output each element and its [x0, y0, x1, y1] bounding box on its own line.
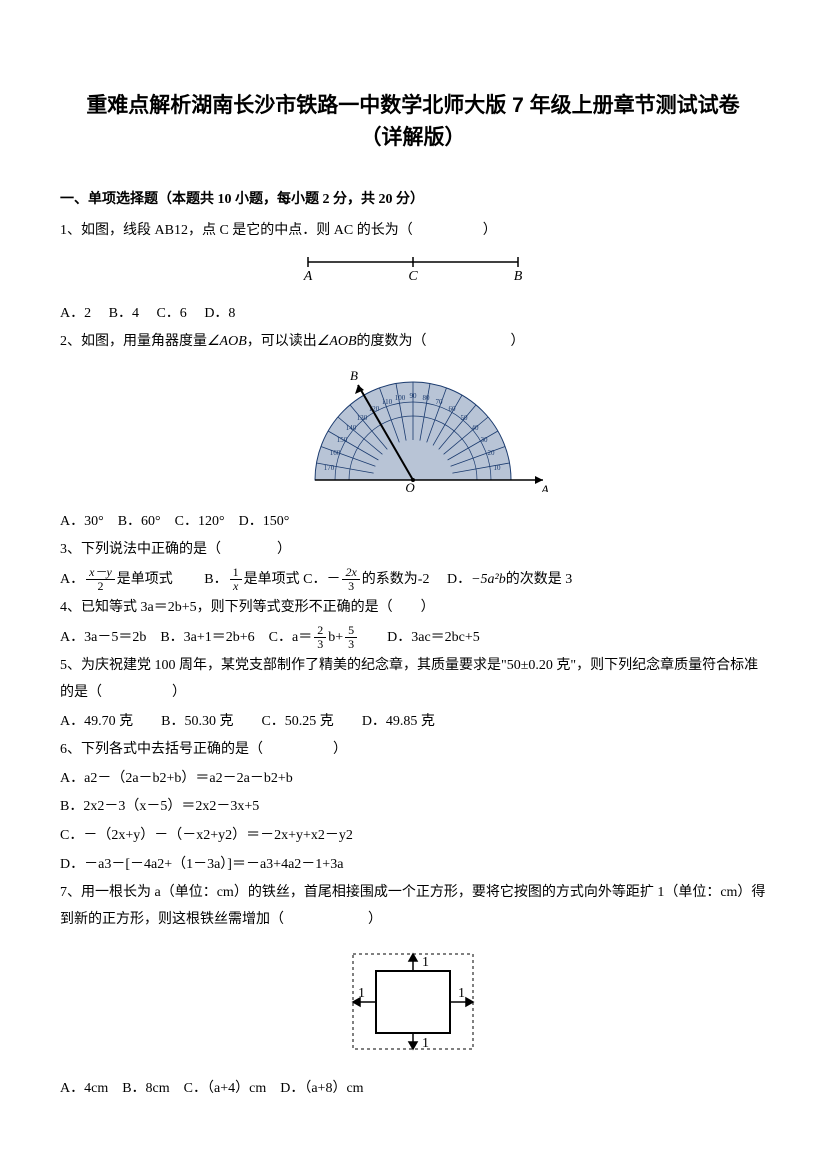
q7-figure: 1 1 1 1 [60, 939, 766, 1070]
q3-opt-d: D．−5a²b的次数是 3 [447, 572, 572, 587]
q6-opt-a: A．a2－（2a－b2+b）＝a2－2a－b2+b [60, 766, 766, 793]
svg-text:10: 10 [494, 464, 502, 472]
question-4: 4、已知等式 3a＝2b+5，则下列等式变形不正确的是（ ） A．3a－5＝2b… [60, 595, 766, 651]
svg-text:1: 1 [358, 986, 365, 1001]
q1-options: A．2 B．4 C．6 D．8 [60, 301, 766, 328]
svg-text:1: 1 [458, 986, 465, 1001]
q1-figure: A C B [60, 250, 766, 295]
q2-opt-d: D．150° [239, 514, 290, 529]
svg-text:110: 110 [382, 398, 393, 406]
svg-text:100: 100 [395, 394, 406, 402]
q4-text: 4、已知等式 3a＝2b+5，则下列等式变形不正确的是（ ） [60, 595, 766, 622]
q5-opt-a: A．49.70 克 [60, 714, 133, 729]
q1-label-b: B [514, 269, 523, 284]
q1-opt-c: C．6 [156, 306, 186, 321]
q3-opt-a: A．x－y2是单项式 [60, 572, 173, 587]
svg-text:140: 140 [346, 424, 357, 432]
svg-text:160: 160 [330, 449, 341, 457]
q1-text: 1、如图，线段 AB12，点 C 是它的中点．则 AC 的长为（ ） [60, 218, 766, 245]
q1-opt-b: B．4 [109, 306, 139, 321]
title-line2: （详解版） [361, 126, 466, 149]
question-3: 3、下列说法中正确的是（ ） A．x－y2是单项式 B．1x是单项式 C．－2x… [60, 537, 766, 593]
svg-text:70: 70 [436, 398, 444, 406]
q6-opt-d: D．－a3－[－4a2+（1－3a）]＝－a3+4a2－1+3a [60, 852, 766, 879]
q4-options: A．3a－5＝2b B．3a+1＝2b+6 C．a＝23b+53 D．3ac＝2… [60, 624, 766, 652]
svg-text:1: 1 [422, 955, 429, 970]
question-6: 6、下列各式中去括号正确的是（ ） A．a2－（2a－b2+b）＝a2－2a－b… [60, 737, 766, 878]
q1-opt-d: D．8 [204, 306, 235, 321]
q5-opt-b: B．50.30 克 [161, 714, 233, 729]
q4-opt-d: D．3ac＝2bc+5 [387, 630, 480, 645]
svg-text:40: 40 [472, 424, 480, 432]
q6-text: 6、下列各式中去括号正确的是（ ） [60, 737, 766, 764]
q1-label-a: A [303, 269, 313, 284]
question-7: 7、用一根长为 a（单位：cm）的铁丝，首尾相接围成一个正方形，要将它按图的方式… [60, 880, 766, 1102]
question-1: 1、如图，线段 AB12，点 C 是它的中点．则 AC 的长为（ ） A C B… [60, 218, 766, 328]
svg-text:1: 1 [422, 1036, 429, 1051]
svg-text:130: 130 [357, 414, 368, 422]
title-line1: 重难点解析湖南长沙市铁路一中数学北师大版 7 年级上册章节测试试卷 [86, 94, 739, 117]
q6-opt-c: C．－（2x+y）－（－x2+y2）＝－2x+y+x2－y2 [60, 823, 766, 850]
exam-title: 重难点解析湖南长沙市铁路一中数学北师大版 7 年级上册章节测试试卷 （详解版） [60, 90, 766, 153]
q4-opt-c: C．a＝23b+53 [269, 630, 359, 645]
q2-text: 2、如图，用量角器度量∠AOB，可以读出∠AOB的度数为（ ） [60, 329, 766, 356]
q2-label-b: B [350, 368, 358, 383]
q2-opt-b: B．60° [118, 514, 161, 529]
q6-opt-b: B．2x2－3（x－5）＝2x2－3x+5 [60, 794, 766, 821]
question-5: 5、为庆祝建党 100 周年，某党支部制作了精美的纪念章，其质量要求是"50±0… [60, 653, 766, 735]
svg-text:50: 50 [461, 414, 469, 422]
q7-opt-d: D．（a+8）cm [280, 1081, 363, 1096]
svg-text:80: 80 [423, 394, 431, 402]
q2-label-o: O [405, 480, 415, 492]
q7-options: A．4cm B．8cm C．（a+4）cm D．（a+8）cm [60, 1076, 766, 1103]
svg-text:60: 60 [449, 405, 457, 413]
q4-opt-a: A．3a－5＝2b [60, 630, 146, 645]
q4-opt-b: B．3a+1＝2b+6 [160, 630, 254, 645]
svg-text:90: 90 [410, 392, 418, 400]
svg-text:20: 20 [488, 449, 496, 457]
q3-opt-c: C．－2x3的系数为-2 [303, 572, 429, 587]
q5-opt-c: C．50.25 克 [261, 714, 333, 729]
section1-header: 一、单项选择题（本题共 10 小题，每小题 2 分，共 20 分） [60, 187, 766, 214]
q7-opt-b: B．8cm [122, 1081, 169, 1096]
q5-options: A．49.70 克 B．50.30 克 C．50.25 克 D．49.85 克 [60, 709, 766, 736]
q2-figure: 102030 405060 708090 100110120 130140150… [60, 362, 766, 503]
q7-opt-a: A．4cm [60, 1081, 108, 1096]
svg-text:170: 170 [324, 464, 335, 472]
svg-text:150: 150 [337, 436, 348, 444]
q5-opt-d: D．49.85 克 [362, 714, 435, 729]
q2-label-a: A [540, 482, 549, 492]
svg-text:30: 30 [481, 436, 489, 444]
q1-opt-a: A．2 [60, 306, 91, 321]
q7-opt-c: C．（a+4）cm [184, 1081, 267, 1096]
q3-options: A．x－y2是单项式 B．1x是单项式 C．－2x3的系数为-2 D．−5a²b… [60, 566, 766, 594]
q2-options: A．30° B．60° C．120° D．150° [60, 509, 766, 536]
q2-opt-a: A．30° [60, 514, 104, 529]
q3-text: 3、下列说法中正确的是（ ） [60, 537, 766, 564]
q1-label-c: C [408, 269, 418, 284]
question-2: 2、如图，用量角器度量∠AOB，可以读出∠AOB的度数为（ ） [60, 329, 766, 535]
q7-text: 7、用一根长为 a（单位：cm）的铁丝，首尾相接围成一个正方形，要将它按图的方式… [60, 880, 766, 933]
q3-opt-b: B．1x是单项式 [204, 572, 299, 587]
q5-text: 5、为庆祝建党 100 周年，某党支部制作了精美的纪念章，其质量要求是"50±0… [60, 653, 766, 706]
q2-opt-c: C．120° [175, 514, 225, 529]
